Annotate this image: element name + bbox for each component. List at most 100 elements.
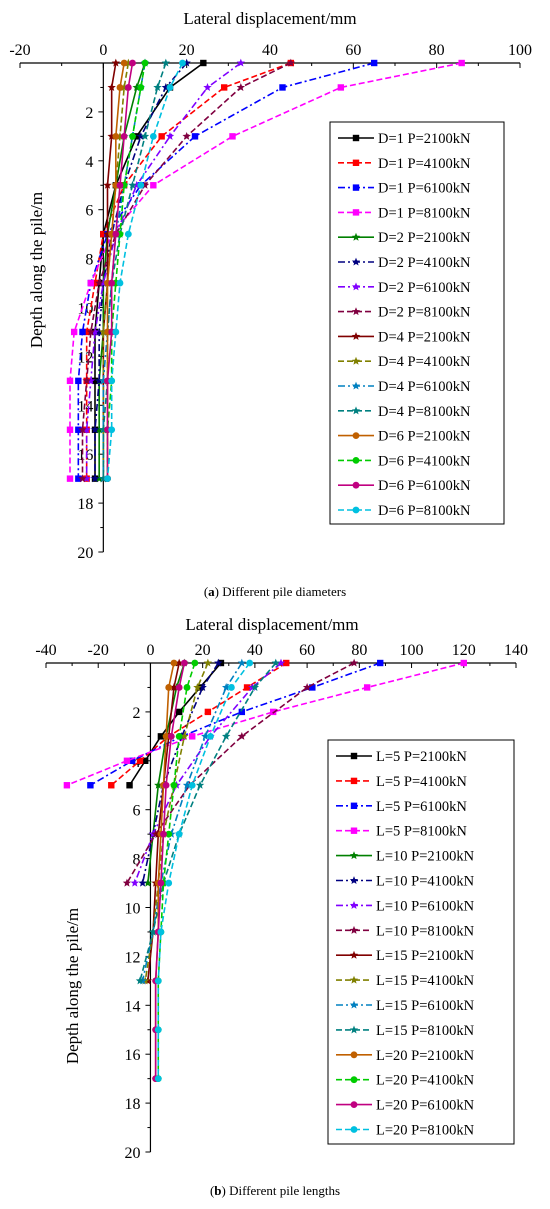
data-point <box>112 230 120 238</box>
data-point <box>91 279 99 287</box>
data-point <box>189 733 196 740</box>
series-line-6 <box>141 662 220 884</box>
legend-marker <box>352 432 360 439</box>
data-point <box>94 278 104 287</box>
legend-label: D=2 P=4100kN <box>378 255 471 271</box>
data-point <box>94 425 104 434</box>
legend-label: D=2 P=6100kN <box>378 280 471 296</box>
y-tick-label: 18 <box>124 1096 140 1113</box>
legend-marker <box>349 1025 359 1034</box>
data-point <box>283 659 290 667</box>
data-point <box>136 757 144 764</box>
chart-panel-b: Lateral displacement/mm Depth along the … <box>35 615 528 1162</box>
data-point <box>201 731 210 740</box>
y-tick-label: 12 <box>124 949 140 966</box>
caption-letter: b <box>214 1183 222 1198</box>
series-line-9 <box>147 662 180 981</box>
data-point <box>349 658 359 667</box>
data-point <box>90 327 100 336</box>
x-tick-label: -40 <box>35 642 56 659</box>
data-point <box>157 928 165 936</box>
series-line-2 <box>85 62 292 479</box>
data-point <box>149 132 157 140</box>
data-point <box>116 84 124 91</box>
data-point <box>123 757 131 764</box>
data-point <box>99 376 108 385</box>
y-tick-label: 2 <box>132 705 140 722</box>
legend-label: L=5 P=8100kN <box>376 824 467 840</box>
x-tick-label: 100 <box>508 42 532 59</box>
data-point <box>191 133 199 140</box>
y-tick-label: 16 <box>77 447 93 464</box>
series-line-5 <box>98 62 146 479</box>
legend-marker <box>349 901 359 909</box>
legend-label: D=4 P=8100kN <box>378 404 471 420</box>
data-point <box>169 683 179 692</box>
data-point <box>238 708 246 716</box>
data-point <box>108 377 116 385</box>
legend-label: L=5 P=4100kN <box>376 774 467 790</box>
caption-a: (a) Different pile diameters <box>0 584 550 600</box>
x-tick-label: 100 <box>400 642 424 659</box>
data-point <box>135 976 145 985</box>
data-point <box>188 781 196 789</box>
data-point <box>167 732 175 740</box>
data-point <box>137 181 145 189</box>
y-tick-label: 6 <box>85 203 93 220</box>
data-point <box>162 781 170 789</box>
data-point <box>161 83 171 92</box>
data-point <box>182 58 191 67</box>
data-point <box>137 84 145 91</box>
x-tick-label: 60 <box>299 642 315 659</box>
data-point <box>370 59 378 67</box>
data-point <box>126 782 133 789</box>
data-point <box>458 59 465 67</box>
data-point <box>182 131 191 140</box>
data-point <box>120 59 128 67</box>
legend-marker <box>352 481 360 489</box>
legend-label: L=20 P=2100kN <box>376 1048 475 1064</box>
series-line-2 <box>110 662 287 786</box>
data-point <box>154 977 162 985</box>
data-point <box>243 684 251 691</box>
caption-label: (a) <box>203 584 219 599</box>
legend-label: D=6 P=2100kN <box>378 429 471 445</box>
legend-marker <box>350 777 358 785</box>
legend-label: L=20 P=4100kN <box>376 1073 475 1089</box>
x-tick-label: 20 <box>179 42 195 59</box>
data-point <box>66 475 74 482</box>
legend-marker <box>350 1076 358 1084</box>
legend-marker <box>352 159 360 166</box>
data-point <box>94 376 104 385</box>
legend-label: L=15 P=8100kN <box>376 1023 475 1039</box>
x-tick-label: 0 <box>146 642 154 659</box>
legend-marker <box>349 1000 359 1009</box>
series-line-14 <box>106 62 146 479</box>
legend-marker <box>349 975 359 984</box>
data-point <box>195 780 205 789</box>
data-point <box>236 58 246 67</box>
y-tick-label: 8 <box>132 852 140 869</box>
data-point <box>217 659 225 667</box>
series-line-7 <box>134 662 282 884</box>
data-point <box>108 782 115 789</box>
data-point <box>276 658 286 667</box>
data-point <box>128 757 136 764</box>
legend-marker <box>351 232 361 241</box>
data-point <box>99 425 108 434</box>
data-point <box>128 180 137 189</box>
data-point <box>100 230 107 238</box>
data-point <box>116 181 124 189</box>
data-point <box>302 683 312 692</box>
series-layer <box>66 58 465 483</box>
data-point <box>165 830 173 838</box>
data-point <box>460 659 467 667</box>
data-point <box>150 182 157 189</box>
data-point <box>136 131 146 140</box>
data-point <box>229 133 236 140</box>
y-axis-title: Depth along the pile/m <box>27 192 46 348</box>
x-tick-label: 40 <box>247 642 263 659</box>
data-point <box>154 780 163 789</box>
data-point <box>180 659 188 667</box>
